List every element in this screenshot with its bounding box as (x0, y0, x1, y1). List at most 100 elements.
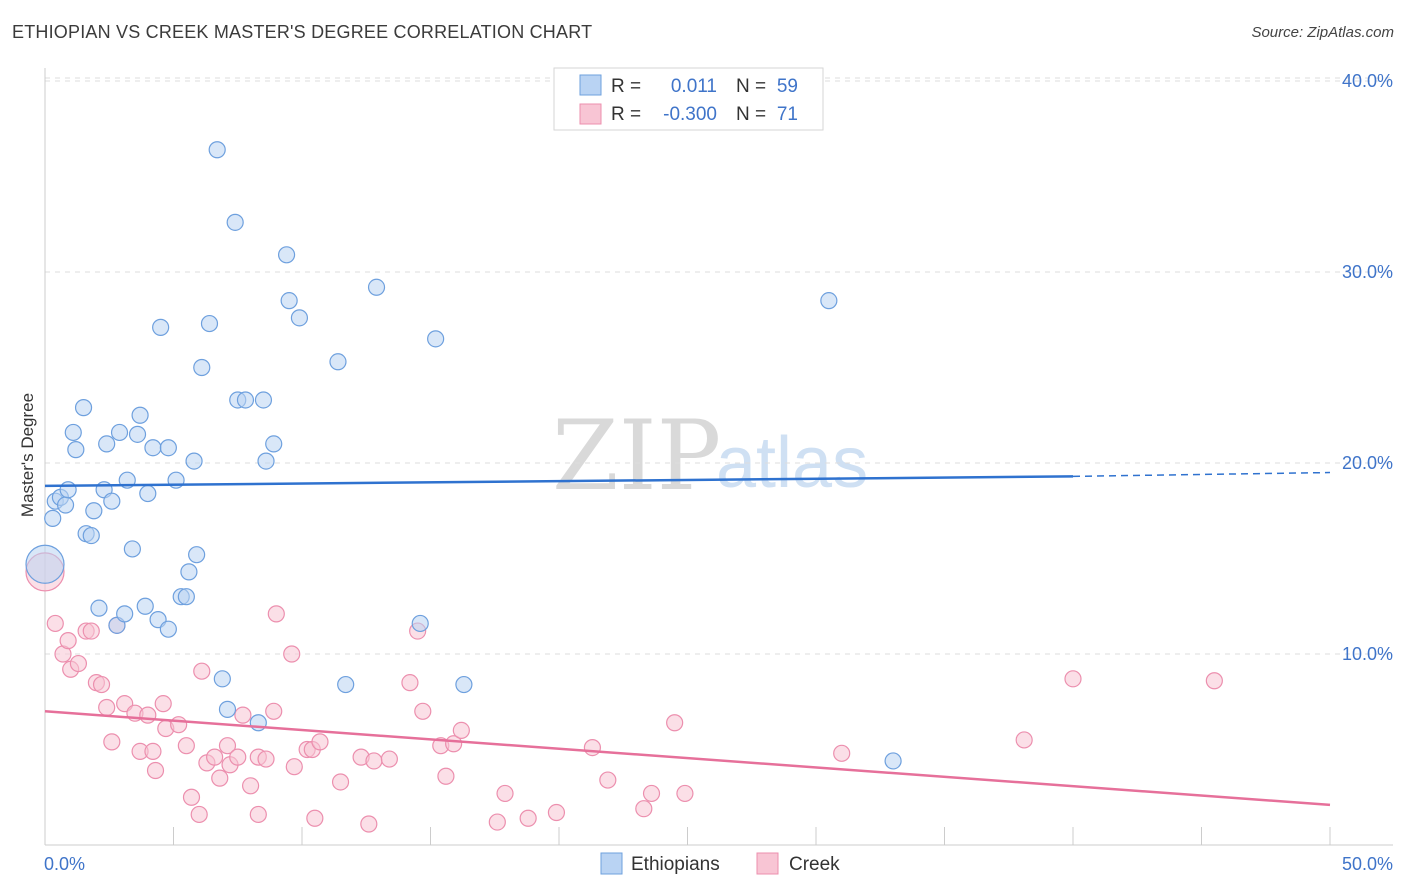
ethiopian-point (884, 752, 902, 770)
ethiopian-point (98, 435, 116, 453)
ethiopian-point (159, 439, 177, 457)
legend-swatch-creek (579, 103, 602, 125)
creek-point (59, 632, 77, 650)
legend-n-label-ethiopians: N = (736, 76, 766, 97)
ethiopian-point (236, 391, 255, 409)
y-tick-label: 30.0% (1342, 262, 1393, 282)
y-tick-labels: 10.0% 20.0% 30.0% 40.0% (1342, 71, 1393, 664)
ethiopian-point (90, 599, 108, 617)
ethiopian-point (25, 544, 65, 584)
ethiopian-point (455, 675, 473, 694)
ethiopian-point (67, 441, 85, 459)
creek-point (229, 748, 247, 766)
creek-point (98, 698, 116, 717)
creek-trend-line (44, 710, 1331, 807)
creek-point (46, 614, 64, 633)
ethiopian-point (177, 588, 195, 606)
ethiopian-point (152, 318, 170, 336)
x-axis-ticks (44, 827, 1331, 845)
creek-point (170, 716, 188, 734)
creek-point (146, 761, 165, 780)
ethiopians-trend-extension (1072, 471, 1331, 478)
creek-point (211, 769, 229, 787)
ethiopian-point (367, 278, 386, 296)
creek-point (193, 662, 211, 680)
ethiopian-point (218, 700, 237, 718)
ethiopian-point (159, 620, 177, 638)
ethiopian-point (144, 439, 162, 457)
legend-r-label-creek: R = (611, 104, 641, 125)
creek-point (206, 748, 224, 766)
ethiopian-point (213, 670, 231, 688)
ethiopian-point (185, 452, 203, 470)
y-tick-label: 20.0% (1342, 453, 1393, 473)
creek-point (642, 784, 661, 803)
creek-point (82, 622, 100, 640)
creek-point (401, 674, 419, 692)
legend-r-value-creek: -0.300 (663, 104, 717, 125)
ethiopian-point (139, 484, 157, 503)
creek-point (144, 742, 162, 761)
creek-point (311, 733, 329, 751)
creek-point (92, 675, 111, 694)
ethiopian-point (329, 353, 347, 371)
source-label: Source: ZipAtlas.com (1251, 24, 1394, 41)
creek-point (218, 737, 237, 755)
series-legend: Ethiopians Creek (600, 852, 840, 875)
creek-points (25, 552, 1223, 833)
grid-lines (45, 77, 1393, 655)
ethiopian-point (85, 502, 103, 520)
ethiopian-point (208, 141, 226, 159)
creek-point (833, 744, 851, 762)
creek-point (519, 809, 537, 827)
x-tick-label-max: 50.0% (1342, 854, 1393, 874)
ethiopian-point (103, 492, 121, 510)
watermark-atlas: atlas (716, 423, 868, 503)
creek-point (380, 750, 398, 768)
creek-point (285, 758, 303, 776)
ethiopian-point (56, 496, 75, 514)
ethiopians-points (25, 141, 902, 770)
ethiopian-point (44, 509, 62, 527)
ethiopian-point (277, 246, 296, 264)
ethiopian-point (257, 452, 275, 470)
ethiopian-point (59, 481, 77, 499)
creek-point (437, 767, 455, 785)
y-tick-label: 40.0% (1342, 71, 1393, 91)
ethiopian-point (74, 399, 93, 417)
ethiopian-point (200, 314, 219, 333)
ethiopian-point (188, 546, 206, 564)
ethiopian-point (64, 423, 82, 442)
creek-point (283, 645, 301, 663)
creek-point (666, 714, 684, 732)
legend-n-value-creek: 71 (777, 104, 798, 125)
creek-point (635, 800, 653, 818)
ethiopian-point (411, 614, 429, 633)
chart-title: ETHIOPIAN VS CREEK MASTER'S DEGREE CORRE… (12, 22, 593, 42)
ethiopian-point (265, 435, 283, 453)
ethiopian-point (820, 292, 838, 310)
creek-point (190, 805, 208, 824)
trend-lines (44, 471, 1331, 807)
x-tick-label-min: 0.0% (44, 854, 85, 874)
creek-point (1205, 672, 1223, 690)
creek-point (452, 721, 470, 740)
ethiopian-point (226, 213, 244, 231)
creek-point (265, 702, 283, 720)
creek-point (488, 813, 506, 831)
creek-point (257, 750, 275, 768)
ethiopian-point (82, 526, 100, 545)
creek-point (360, 815, 378, 833)
legend-n-label-creek: N = (736, 104, 766, 125)
legend-r-value-ethiopians: 0.011 (671, 76, 717, 97)
creek-point (331, 773, 350, 791)
creek-point (365, 752, 383, 770)
ethiopian-point (193, 358, 211, 377)
ethiopian-point (123, 540, 141, 558)
bottom-legend-label-creek: Creek (789, 854, 840, 875)
creek-point (676, 784, 694, 803)
creek-point (1064, 670, 1082, 688)
ethiopian-point (131, 406, 149, 424)
creek-point (1015, 731, 1033, 749)
